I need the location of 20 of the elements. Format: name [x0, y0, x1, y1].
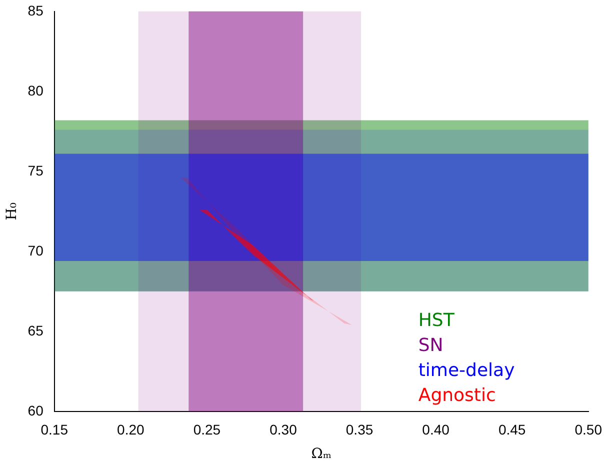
y-tick-label: 75 [28, 162, 44, 178]
x-tick-label: 0.30 [270, 422, 298, 438]
text: Agnostic [418, 385, 496, 406]
y-tick-label: 80 [28, 82, 44, 98]
x-tick-label: 0.50 [574, 422, 602, 438]
band-label: time-delay [418, 360, 516, 382]
y-axis-title: H₀ [4, 202, 20, 220]
x-tick-label: 0.40 [422, 422, 450, 438]
x-axis-title: Ωₘ [311, 446, 332, 462]
y-tick-label: 70 [28, 242, 44, 258]
y-tick-label: 65 [28, 322, 44, 338]
x-tick-label: 0.20 [117, 422, 144, 438]
y-tick-label: 85 [28, 2, 44, 18]
x-tick-label: 0.15 [40, 422, 68, 438]
x-tick-label: 0.45 [498, 422, 526, 438]
band-label: SN [418, 335, 444, 356]
x-tick-label: 0.25 [193, 422, 221, 438]
band-label: HST [418, 310, 456, 332]
y-tick-label: 60 [28, 402, 44, 418]
x-tick-label: 0.35 [346, 422, 374, 438]
